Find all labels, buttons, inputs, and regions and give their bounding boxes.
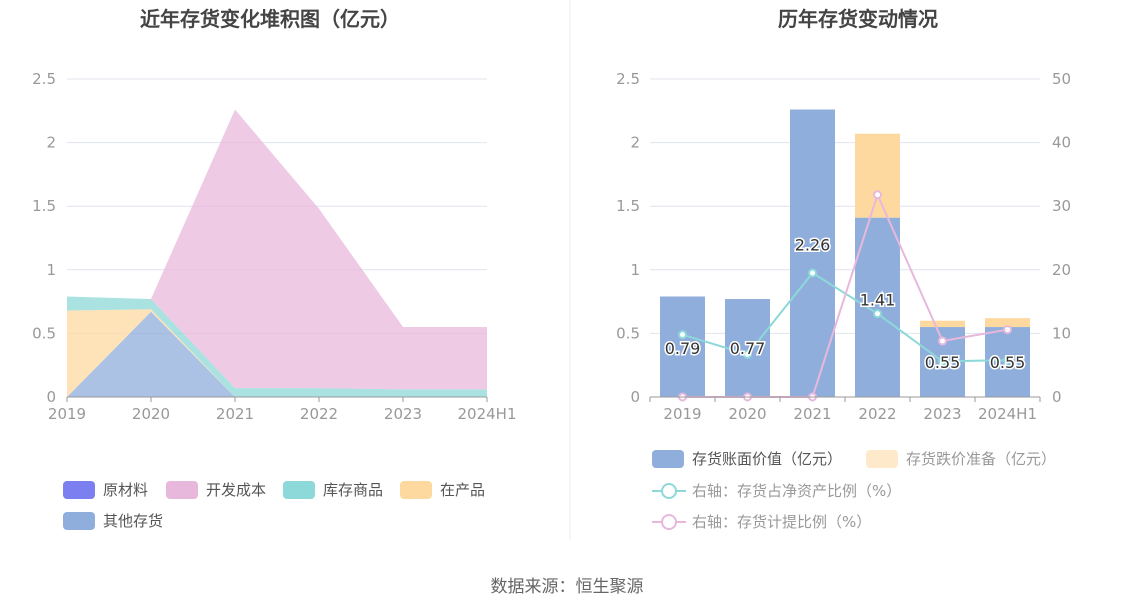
right-bar-impairment: [920, 320, 965, 328]
right-line-point: [1003, 325, 1012, 335]
left-y-tick-label: 2.5: [32, 70, 56, 88]
right-bar-data-label: 0.79: [665, 339, 701, 358]
right-line-point: [1003, 355, 1012, 365]
right-line-point: [808, 268, 817, 278]
right-legend-line-label: 右轴：存货计提比例（%）: [692, 513, 871, 531]
right-legend-swatch: [652, 450, 684, 468]
left-y-tick-label: 2: [46, 134, 56, 152]
right-line-point: [873, 190, 882, 200]
left-area-4: [67, 309, 487, 397]
left-y-tick-label: 0.5: [32, 324, 56, 342]
right-axis: 0 0.5 1 1.5 2 2.5 0 10 20 30 40 50 2019 2020 2021 2022 2…: [616, 70, 1071, 423]
left-y-tick-label: 1.5: [32, 197, 56, 215]
left-chart: 近年存货变化堆积图（亿元） 0 0.5 1 1.5 2 2.5 2019 2020 2021 20…: [32, 7, 517, 530]
right-grid: [650, 78, 1040, 334]
left-legend-label: 开发成本: [206, 481, 266, 499]
right-legend-swatch: [866, 450, 898, 468]
left-x-tick-label: 2022: [300, 405, 338, 423]
left-areas: [67, 109, 487, 397]
left-legend-label: 原材料: [103, 481, 148, 499]
right-bar-book-value: [660, 296, 705, 397]
right-y-right-tick-label: 20: [1052, 261, 1071, 279]
left-x-tick-label: 2020: [132, 405, 170, 423]
right-bar-book-value: [725, 299, 770, 397]
right-legend-line-label: 右轴：存货占净资产比例（%）: [692, 482, 901, 500]
right-y-right-tick-label: 30: [1052, 197, 1071, 215]
right-bar-data-label: 0.77: [730, 339, 766, 358]
right-y-right-tick-label: 40: [1052, 134, 1071, 152]
right-y-left-tick-label: 0.5: [616, 324, 640, 342]
left-y-tick-label: 0: [46, 388, 56, 406]
right-labels: 0.79 0.77 2.26 1.41 0.55 0.55: [663, 234, 1027, 373]
right-x-tick-label: 2020: [728, 405, 766, 423]
right-line-point: [743, 349, 752, 359]
left-legend-swatch: [63, 512, 95, 530]
right-legend-label: 存货跌价准备（亿元）: [906, 450, 1056, 468]
left-y-tick-label: 1: [46, 261, 56, 279]
left-legend-swatch: [63, 481, 95, 499]
right-chart: 历年存货变动情况 0.79 0.77 2.26 1.41 0.55 0.55 0 0.5 1 1…: [616, 7, 1071, 531]
right-y-left-tick-label: 1: [630, 261, 640, 279]
right-line-point: [938, 356, 947, 366]
right-y-right-tick-label: 50: [1052, 70, 1071, 88]
right-bar-impairment: [985, 318, 1030, 328]
right-x-tick-label: 2022: [858, 405, 896, 423]
left-chart-title: 近年存货变化堆积图（亿元）: [140, 7, 400, 31]
right-y-left-tick-label: 1.5: [616, 197, 640, 215]
left-legend-swatch: [283, 481, 315, 499]
left-area-3: [67, 296, 487, 397]
left-x-tick-label: 2024H1: [458, 405, 517, 423]
right-y-left-tick-label: 2.5: [616, 70, 640, 88]
right-x-tick-label: 2021: [793, 405, 831, 423]
right-x-tick-label: 2019: [663, 405, 701, 423]
left-legend-label: 库存商品: [323, 481, 383, 499]
right-y-right-tick-label: 10: [1052, 324, 1071, 342]
left-legend-swatch: [166, 481, 198, 499]
left-axis: 0 0.5 1 1.5 2 2.5 2019 2020 2021 2022 2023 2024H1: [32, 70, 516, 423]
right-x-tick-label: 2023: [923, 405, 961, 423]
right-y-left-tick-label: 0: [630, 388, 640, 406]
right-legend-line-marker: [661, 514, 677, 530]
right-line-point: [938, 336, 947, 346]
left-legend-swatch: [400, 481, 432, 499]
right-line-point: [873, 309, 882, 319]
right-legend-line-marker: [661, 483, 677, 499]
right-bars: [660, 109, 1030, 397]
right-bar-book-value: [855, 217, 900, 397]
data-source: 数据来源：恒生聚源: [491, 577, 644, 597]
right-y-right-tick-label: 0: [1052, 388, 1062, 406]
right-legend: 存货账面价值（亿元） 存货跌价准备（亿元） 右轴：存货占净资产比例（%） 右轴：存货计…: [652, 450, 1056, 531]
right-chart-title: 历年存货变动情况: [778, 7, 938, 31]
right-bar-impairment: [855, 133, 900, 218]
right-y-left-tick-label: 2: [630, 134, 640, 152]
right-bar-data-label: 1.41: [860, 290, 896, 309]
right-bar-data-label: 2.26: [795, 236, 831, 255]
right-bar-data-label: 0.55: [990, 353, 1026, 372]
right-legend-label: 存货账面价值（亿元）: [692, 450, 842, 468]
right-line-point: [678, 330, 687, 340]
left-legend-label: 在产品: [440, 481, 485, 499]
right-x-tick-label: 2024H1: [978, 405, 1037, 423]
left-x-tick-label: 2019: [48, 405, 86, 423]
right-bar-data-label: 0.55: [925, 353, 961, 372]
left-legend-label: 其他存货: [103, 512, 163, 530]
left-area-2: [67, 109, 487, 390]
left-x-tick-label: 2021: [216, 405, 254, 423]
left-x-tick-label: 2023: [384, 405, 422, 423]
